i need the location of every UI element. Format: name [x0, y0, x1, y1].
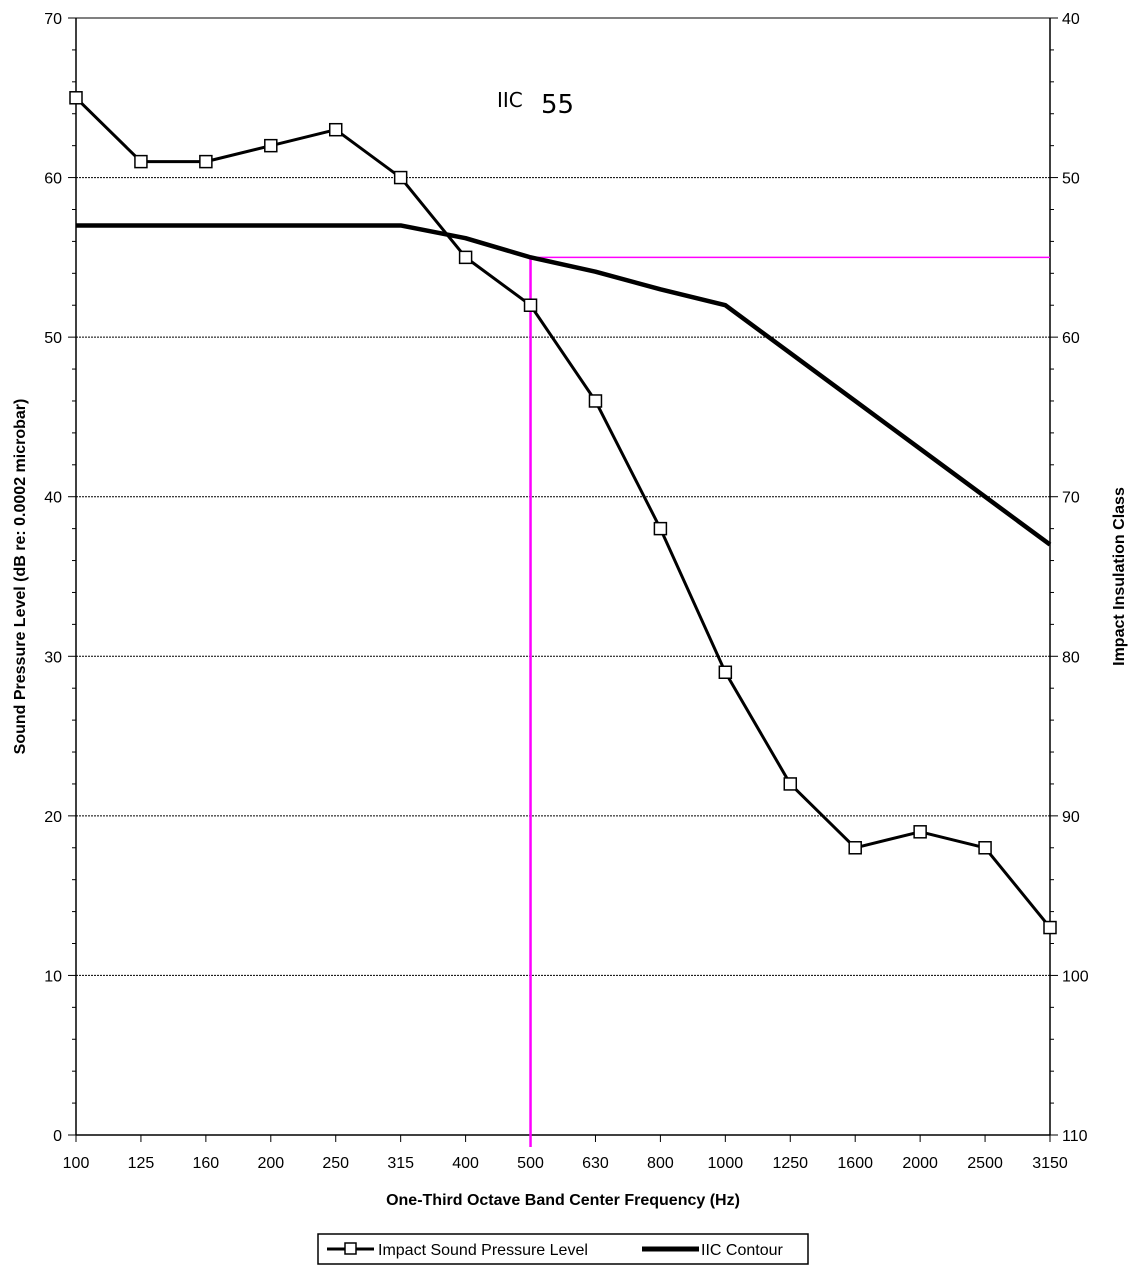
x-tick-label-1000: 1000 [708, 1155, 744, 1172]
annotation-iic-prefix: IIC [497, 88, 523, 112]
y-tick-label-50: 50 [44, 330, 62, 347]
data-point-impact-spl-500 [523, 298, 538, 312]
y-tick-label-20: 20 [44, 809, 62, 826]
legend-label-impact-spl: Impact Sound Pressure Level [378, 1242, 588, 1259]
x-tick-label-1600: 1600 [837, 1155, 873, 1172]
y-tick-label-70: 70 [44, 11, 62, 28]
y2-tick-label-110: 110 [1062, 1128, 1088, 1145]
data-point-impact-spl-100 [69, 91, 83, 105]
data-point-impact-spl-315 [393, 170, 408, 185]
legend-box [317, 1233, 809, 1265]
data-point-impact-spl-200 [264, 138, 278, 153]
y-tick-label-60: 60 [44, 171, 62, 188]
x-tick-label-160: 160 [193, 1155, 220, 1172]
legend-label-iic-contour: IIC Contour [701, 1242, 783, 1259]
y2-axis-title: Impact Insulation Class [1111, 487, 1128, 666]
series-line-impact-spl [74, 96, 1052, 929]
y2-tick-label-100: 100 [1062, 968, 1089, 985]
x-tick-label-800: 800 [647, 1155, 674, 1172]
x-tick-label-100: 100 [63, 1155, 90, 1172]
data-point-impact-spl-3150 [1043, 920, 1057, 935]
data-point-impact-spl-250 [328, 122, 343, 137]
y2-tick-label-60: 60 [1062, 330, 1080, 347]
x-tick-label-250: 250 [322, 1155, 349, 1172]
y-tick-label-30: 30 [44, 649, 62, 666]
x-tick-label-630: 630 [582, 1155, 609, 1172]
y2-tick-label-70: 70 [1062, 490, 1080, 507]
x-tick-label-2000: 2000 [902, 1155, 938, 1172]
y-tick-label-0: 0 [53, 1128, 62, 1145]
x-tick-label-3150: 3150 [1032, 1155, 1068, 1172]
data-point-impact-spl-2500 [978, 841, 992, 855]
y2-tick-label-90: 90 [1062, 809, 1080, 826]
x-axis-title: One-Third Octave Band Center Frequency (… [386, 1192, 740, 1209]
legend-marker-impact-spl [344, 1242, 357, 1255]
data-point-impact-spl-125 [134, 154, 148, 169]
series-line-iic-contour [76, 223, 1052, 547]
y-tick-label-40: 40 [44, 490, 62, 507]
data-point-impact-spl-800 [653, 521, 668, 536]
data-point-impact-spl-2000 [913, 825, 927, 839]
x-tick-label-125: 125 [128, 1155, 155, 1172]
y2-tick-label-80: 80 [1062, 649, 1080, 666]
x-tick-label-1250: 1250 [772, 1155, 808, 1172]
annotation-iic-value: 55 [541, 90, 574, 120]
data-point-impact-spl-630 [588, 394, 603, 408]
x-tick-label-500: 500 [517, 1155, 544, 1172]
x-tick-label-315: 315 [387, 1155, 414, 1172]
x-tick-label-200: 200 [257, 1155, 284, 1172]
data-point-impact-spl-160 [199, 154, 213, 169]
data-point-impact-spl-1250 [783, 777, 798, 791]
y-tick-label-10: 10 [44, 968, 62, 985]
y2-tick-label-40: 40 [1062, 11, 1080, 28]
y2-tick-label-50: 50 [1062, 171, 1080, 188]
data-point-impact-spl-1600 [848, 841, 862, 855]
data-point-impact-spl-400 [458, 250, 473, 265]
x-tick-label-400: 400 [452, 1155, 479, 1172]
y-axis-title: Sound Pressure Level (dB re: 0.0002 micr… [12, 399, 29, 755]
data-point-impact-spl-1000 [718, 665, 733, 679]
x-tick-label-2500: 2500 [967, 1155, 1003, 1172]
